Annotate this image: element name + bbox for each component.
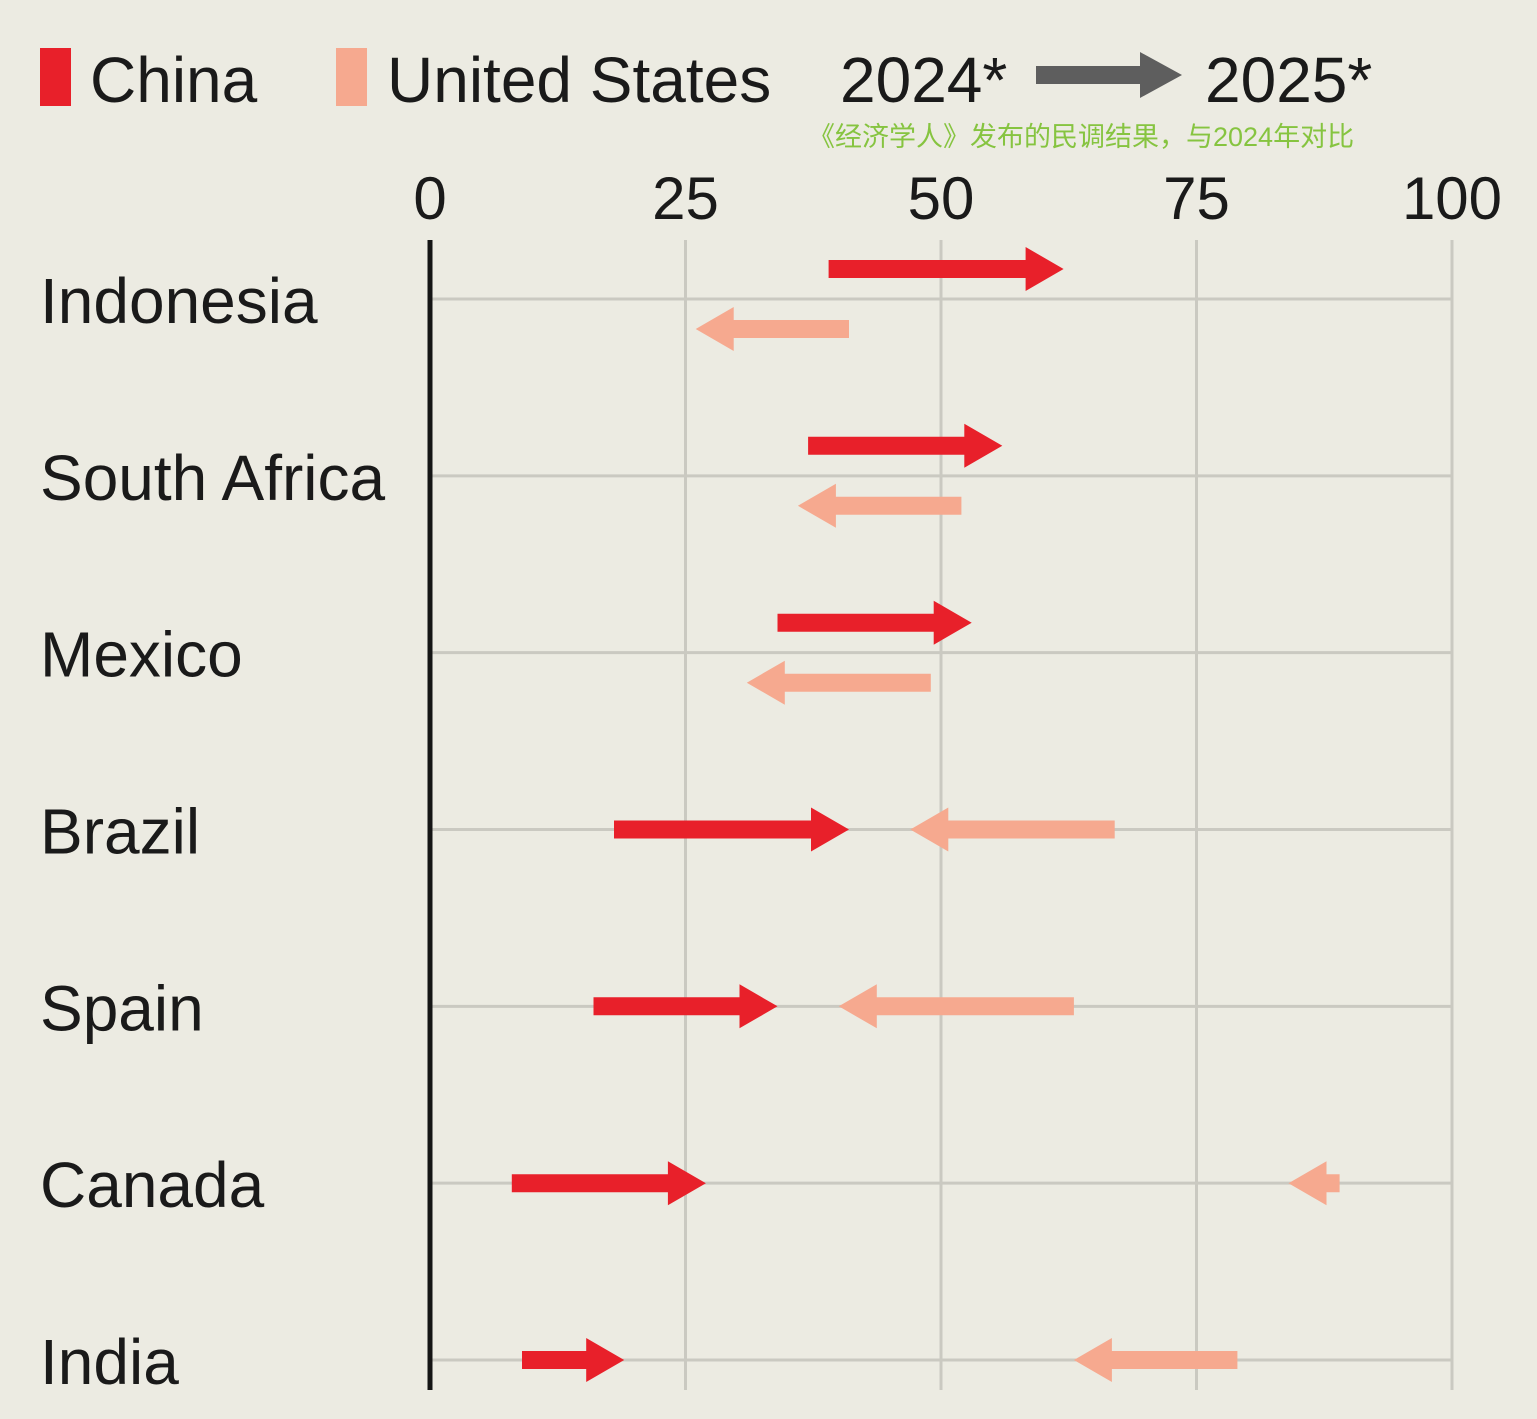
x-axis-ticks: 0 25 50 75 100 bbox=[413, 165, 1502, 232]
country-label: Brazil bbox=[40, 795, 200, 867]
legend-year-from: 2024* bbox=[840, 44, 1007, 116]
x-tick-label: 0 bbox=[413, 165, 446, 232]
legend: China United States 2024* 2025* bbox=[40, 44, 1372, 116]
arrow-china bbox=[808, 423, 1003, 468]
arrow-china bbox=[522, 1338, 625, 1382]
country-label: Canada bbox=[40, 1149, 265, 1221]
x-tick-label: 100 bbox=[1402, 165, 1502, 232]
arrow-united-states bbox=[838, 984, 1074, 1029]
legend-swatch-china bbox=[40, 48, 71, 106]
country-label: Spain bbox=[40, 972, 204, 1044]
arrow-china bbox=[593, 984, 778, 1029]
legend-label-china: China bbox=[90, 44, 258, 116]
arrow-united-states bbox=[746, 660, 931, 705]
arrow-china bbox=[828, 247, 1064, 291]
country-label: Mexico bbox=[40, 619, 243, 691]
source-note: 《经济学人》发布的民调结果，与2024年对比 bbox=[808, 122, 1354, 152]
arrow-china bbox=[777, 600, 972, 645]
country-label: South Africa bbox=[40, 442, 386, 514]
arrow-marks bbox=[511, 247, 1340, 1382]
arrow-united-states bbox=[1073, 1338, 1238, 1382]
legend-label-united-states: United States bbox=[387, 44, 771, 116]
x-tick-label: 50 bbox=[908, 165, 975, 232]
arrow-united-states bbox=[910, 807, 1115, 852]
legend-swatch-united-states bbox=[336, 48, 367, 106]
country-label: Indonesia bbox=[40, 265, 318, 337]
legend-arrow-icon bbox=[1036, 52, 1182, 98]
country-rows: Indonesia South Africa Mexico Brazil Spain Ca… bbox=[40, 265, 386, 1398]
arrow-united-states bbox=[797, 483, 962, 528]
x-tick-label: 25 bbox=[652, 165, 719, 232]
x-tick-label: 75 bbox=[1163, 165, 1230, 232]
arrow-united-states bbox=[1288, 1161, 1340, 1206]
country-label: India bbox=[40, 1326, 179, 1398]
arrow-china bbox=[614, 807, 849, 852]
arrow-united-states bbox=[695, 307, 849, 351]
arrow-china bbox=[511, 1161, 706, 1206]
legend-year-to: 2025* bbox=[1205, 44, 1372, 116]
